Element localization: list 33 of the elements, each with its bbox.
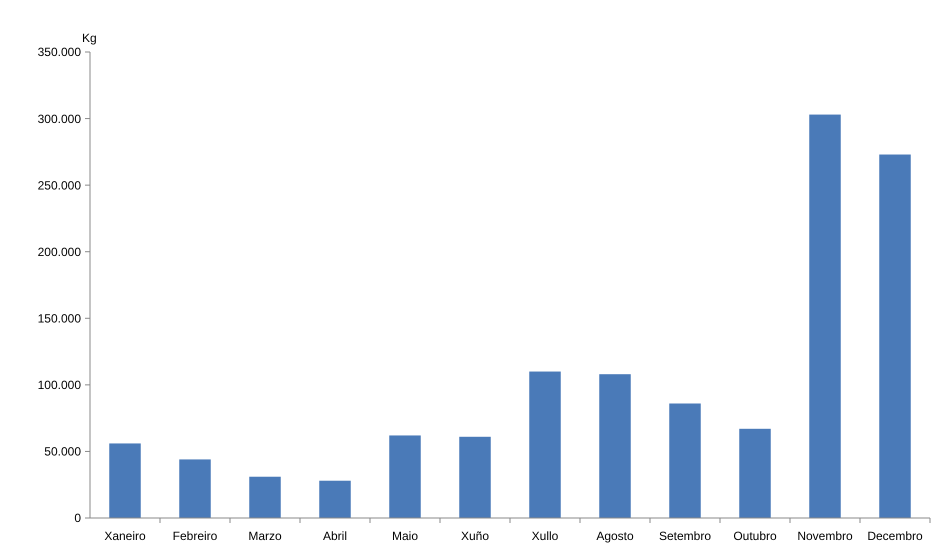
y-tick-label: 200.000: [38, 244, 82, 259]
bar: [389, 435, 421, 518]
x-tick-label: Setembro: [658, 529, 712, 543]
y-tick-label: 150.000: [38, 311, 82, 326]
bar: [319, 480, 351, 518]
x-tick-label: Marzo: [248, 529, 282, 543]
bar: [109, 443, 141, 518]
x-tick-label: Xuño: [460, 529, 490, 543]
x-tick-label: Outubro: [733, 529, 778, 543]
x-tick-label: Xaneiro: [104, 529, 146, 543]
y-tick-label: 300.000: [38, 112, 82, 126]
bar: [249, 476, 281, 518]
bar: [879, 154, 911, 518]
y-tick-label: 250.000: [38, 178, 82, 192]
bar: [599, 374, 631, 518]
x-tick-label: Maio: [392, 529, 418, 543]
bar: [809, 114, 841, 518]
x-tick-label: Decembro: [867, 529, 923, 543]
x-tick-label: Agosto: [596, 529, 634, 543]
bar: [739, 428, 771, 518]
bar: [179, 459, 211, 518]
bar: [669, 403, 701, 518]
bar: [529, 372, 561, 518]
x-tick-label: Novembro: [797, 529, 853, 543]
y-axis-title: Kg: [82, 31, 97, 45]
y-tick-label: 0: [74, 511, 82, 526]
x-tick-label: Febreiro: [172, 529, 218, 543]
bar: [459, 436, 491, 518]
x-tick-label: Xullo: [532, 529, 559, 543]
y-tick-label: 350.000: [38, 45, 82, 60]
y-tick-label: 100.000: [38, 378, 82, 392]
y-tick-label: 50.000: [44, 444, 82, 459]
x-tick-label: Abril: [322, 529, 348, 543]
